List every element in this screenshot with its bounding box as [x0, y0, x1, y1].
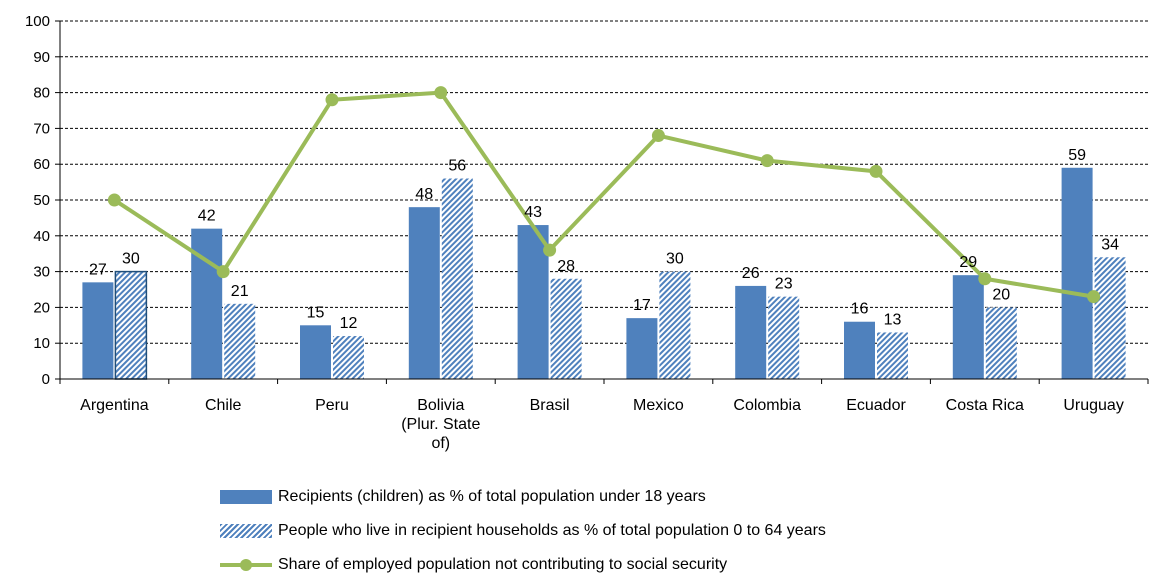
x-tick-label: Argentina [80, 397, 149, 414]
y-tick-label: 90 [33, 49, 50, 66]
y-tick-label: 60 [33, 156, 50, 173]
legend-swatch-line [220, 558, 272, 572]
bar-households [114, 270, 148, 380]
bar-recipients [408, 207, 440, 379]
bar-households [659, 271, 691, 379]
grid [60, 20, 1148, 344]
y-tick-label: 20 [33, 299, 50, 316]
data-label-recipients: 26 [742, 265, 760, 282]
data-label-households: 12 [340, 315, 358, 332]
data-label-recipients: 48 [415, 186, 433, 203]
bar-households [441, 178, 473, 379]
y-tick-label: 100 [25, 13, 50, 30]
legend-swatch-solid [220, 490, 272, 504]
x-tick-label: Peru [315, 397, 349, 414]
data-label-recipients: 17 [633, 297, 651, 314]
data-label-households: 21 [231, 283, 249, 300]
x-tick-label: Mexico [633, 397, 684, 414]
data-label-recipients: 27 [89, 261, 107, 278]
line-point [216, 265, 230, 279]
data-label-households: 30 [666, 251, 684, 268]
data-label-recipients: 29 [959, 254, 977, 271]
data-label-households: 30 [122, 251, 140, 268]
line-point [1087, 290, 1101, 304]
y-tick-label: 70 [33, 120, 50, 137]
data-labels: 27 30 42 21 15 12 48 56 43 28 17 30 26 23 16 13 29 20 59 34 [89, 147, 1119, 332]
legend: Recipients (children) as % of total popu… [220, 480, 826, 582]
bar-recipients [300, 325, 331, 379]
bar-households [224, 303, 256, 379]
x-tick-label: Chile [205, 397, 242, 414]
bar-recipients [626, 318, 658, 379]
legend-label: Recipients (children) as % of total popu… [278, 488, 706, 505]
data-label-households: 34 [1101, 236, 1119, 253]
x-tick-label: Costa Rica [946, 397, 1024, 414]
y-tick-label: 50 [33, 192, 50, 209]
line-point [978, 272, 992, 286]
line-point [434, 86, 448, 100]
bar-recipients [735, 285, 767, 379]
x-tick-label: Colombia [733, 397, 801, 414]
data-label-recipients: 16 [851, 301, 869, 318]
bar-households [877, 332, 908, 379]
bar-households [768, 296, 800, 379]
legend-label: People who live in recipient households … [278, 522, 826, 539]
bar-recipients [191, 228, 223, 379]
legend-item-recipients: Recipients (children) as % of total popu… [220, 480, 826, 514]
bar-households [550, 278, 582, 379]
y-tick-label: 80 [33, 85, 50, 102]
line-point [543, 243, 557, 257]
line-point [869, 164, 883, 178]
x-tick-label: Ecuador [846, 397, 906, 414]
y-tick-label: 10 [33, 335, 50, 352]
legend-label: Share of employed population not contrib… [278, 556, 728, 573]
bar-recipients [82, 282, 114, 379]
line-share [113, 90, 1094, 299]
y-tick-label: 30 [33, 264, 50, 281]
x-tick-label: Uruguay [1063, 397, 1123, 414]
bar-households [333, 336, 364, 379]
bar-recipients [952, 275, 984, 379]
line-point [107, 193, 121, 207]
bars [82, 167, 1126, 380]
line-point [325, 93, 339, 107]
data-label-recipients: 59 [1068, 147, 1086, 164]
x-axis: Argentina Chile Peru Bolivia (Plur. State of)… [59, 378, 1149, 452]
legend-item-households: People who live in recipient households … [220, 514, 826, 548]
bar-households [985, 307, 1017, 379]
data-label-recipients: 43 [524, 204, 542, 221]
data-label-households: 20 [992, 286, 1010, 303]
x-tick-label: Brasil [530, 397, 570, 414]
line-series [107, 86, 1101, 304]
data-label-recipients: 15 [307, 304, 325, 321]
line-point [760, 154, 774, 168]
data-label-households: 28 [557, 258, 575, 275]
line-point [651, 129, 665, 143]
data-label-households: 56 [448, 158, 466, 175]
y-axis: 0 10 20 30 40 50 60 70 80 90 100 [25, 13, 61, 388]
x-tick-label: Bolivia (Plur. State of) [401, 397, 480, 452]
bar-recipients [1061, 167, 1093, 379]
legend-item-share: Share of employed population not contrib… [220, 548, 826, 582]
y-tick-label: 0 [42, 371, 50, 388]
y-tick-label: 40 [33, 228, 50, 245]
data-label-households: 23 [775, 276, 793, 293]
data-label-households: 13 [884, 311, 902, 328]
data-label-recipients: 42 [198, 208, 216, 225]
bar-recipients [844, 321, 875, 379]
bar-households [1094, 257, 1126, 379]
legend-swatch-hatched [220, 524, 272, 538]
